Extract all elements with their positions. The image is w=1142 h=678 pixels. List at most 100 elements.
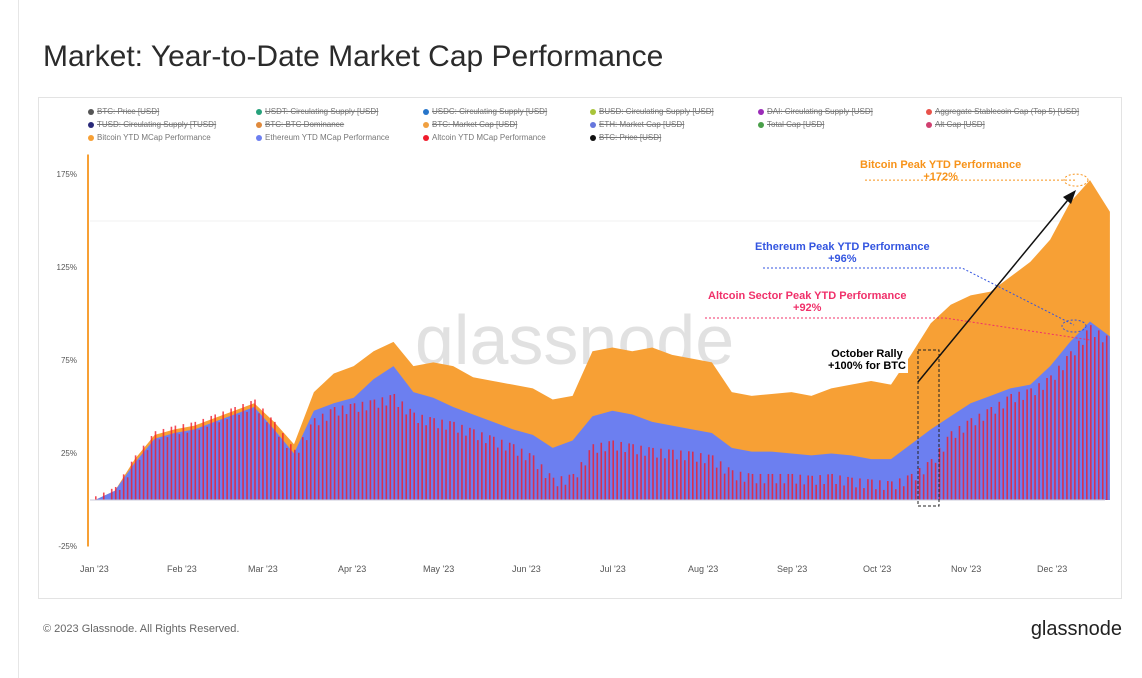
- alt-bar: [1066, 356, 1068, 500]
- legend-dot-icon: [423, 108, 429, 115]
- btc-annotation-value: +172%: [923, 171, 958, 183]
- alt-bar: [118, 489, 121, 500]
- alt-bar: [532, 455, 535, 500]
- alt-bar: [632, 444, 634, 500]
- alt-bar: [174, 425, 177, 500]
- alt-bar: [409, 408, 412, 500]
- alt-bar: [560, 476, 563, 500]
- legend-item[interactable]: TUSD: Circulating Supply [TUSD]: [88, 120, 216, 129]
- alt-bar: [759, 473, 762, 500]
- legend-item[interactable]: Total Cap [USD]: [758, 120, 824, 129]
- legend-item[interactable]: USDT: Circulating Supply [USD]: [256, 107, 378, 116]
- alt-bar: [815, 484, 817, 500]
- alt-bar: [910, 473, 913, 500]
- alt-bar: [914, 480, 917, 500]
- alt-bar: [373, 399, 376, 500]
- alt-bar: [329, 409, 332, 500]
- alt-bar: [922, 474, 925, 500]
- alt-bar: [1050, 375, 1052, 500]
- legend-item[interactable]: BTC: Price [USD]: [88, 107, 159, 116]
- legend-label: USDC: Circulating Supply [USD]: [432, 107, 548, 116]
- alt-bar: [524, 460, 527, 500]
- alt-bar: [636, 454, 638, 500]
- legend-label: Altcoin YTD MCap Performance: [432, 133, 546, 142]
- alt-bar: [465, 435, 467, 500]
- alt-bar: [966, 420, 969, 500]
- eth-peak-marker: [1061, 319, 1087, 333]
- alt-bar: [453, 421, 455, 500]
- alt-bar: [1090, 325, 1092, 500]
- alt-bar: [210, 415, 213, 500]
- alt-bar: [990, 407, 993, 500]
- alt-bar: [258, 413, 260, 500]
- alt-bar: [843, 485, 845, 500]
- alt-bar: [95, 496, 97, 500]
- alt-bar: [731, 470, 734, 500]
- alt-bar: [807, 475, 810, 500]
- legend-item[interactable]: Alt Cap [USD]: [926, 120, 985, 129]
- alt-bar: [489, 435, 491, 500]
- alt-bar: [715, 467, 718, 500]
- alt-bar: [154, 431, 157, 500]
- october-rally-box: [917, 349, 940, 507]
- alt-bar: [572, 473, 575, 500]
- alt-bar: [397, 407, 400, 500]
- alt-bar: [242, 404, 244, 500]
- alt-bar: [970, 418, 973, 500]
- alt-bar: [528, 453, 531, 500]
- eth-area: [95, 321, 1110, 500]
- chart-panel: [38, 97, 1122, 599]
- alt-bar: [767, 473, 770, 500]
- alt-bar: [114, 486, 117, 500]
- legend-item[interactable]: BUSD: Circulating Supply [USD]: [590, 107, 714, 116]
- alt-bar: [1010, 393, 1012, 500]
- legend-item[interactable]: BTC: Market Cap [USD]: [423, 120, 517, 129]
- alt-bar: [775, 483, 778, 500]
- alt-bar: [894, 489, 897, 500]
- alt-bar: [413, 412, 415, 500]
- alt-bar: [891, 481, 893, 500]
- legend-item[interactable]: BTC: BTC Dominance: [256, 120, 344, 129]
- btc-peak-annotation: Bitcoin Peak YTD Performance +172%: [860, 159, 1021, 183]
- alt-bar: [1042, 389, 1044, 500]
- alt-bar: [1105, 335, 1108, 500]
- alt-bar: [1093, 337, 1096, 500]
- alt-bar: [827, 474, 829, 500]
- alt-bar: [946, 436, 949, 500]
- oct-annotation-value: +100% for BTC: [828, 360, 906, 372]
- legend-item[interactable]: DAI: Circulating Supply [USD]: [758, 107, 873, 116]
- alt-bar: [469, 427, 471, 500]
- alt-bar: [142, 445, 145, 500]
- alt-bar: [763, 483, 766, 500]
- alt-bar: [723, 473, 726, 500]
- alt-bar: [158, 439, 161, 500]
- alt-bar: [202, 418, 205, 500]
- alt-bar: [246, 411, 248, 500]
- alt-bar: [401, 401, 404, 500]
- legend-item[interactable]: Bitcoin YTD MCap Performance: [88, 133, 211, 142]
- alt-bar: [592, 444, 595, 500]
- legend-item[interactable]: Aggregate Stablecoin Cap (Top 5) [USD]: [926, 107, 1079, 116]
- alt-bar: [238, 414, 240, 500]
- alt-bar: [831, 473, 833, 500]
- alt-peak-guide: [705, 317, 1091, 341]
- legend-label: Total Cap [USD]: [767, 120, 825, 129]
- legend-item[interactable]: ETH: Market Cap [USD]: [590, 120, 684, 129]
- alt-bar: [540, 464, 543, 500]
- legend-item[interactable]: Altcoin YTD MCap Performance: [423, 133, 546, 142]
- alt-bar: [962, 432, 965, 500]
- alt-bar: [707, 454, 710, 500]
- alt-bar: [624, 452, 626, 500]
- alt-bar: [906, 475, 909, 500]
- legend-item[interactable]: USDC: Circulating Supply [USD]: [423, 107, 547, 116]
- alt-bar: [333, 407, 336, 500]
- alt-bar: [648, 447, 650, 500]
- alt-bar: [851, 477, 853, 500]
- alt-bar: [684, 460, 686, 500]
- legend-item[interactable]: BTC: Price [USD]: [590, 133, 661, 142]
- legend-item[interactable]: Ethereum YTD MCap Performance: [256, 133, 389, 142]
- alt-bar: [433, 418, 435, 500]
- alt-bar: [377, 407, 380, 500]
- x-tick-label: Feb '23: [167, 564, 197, 574]
- alt-bar: [739, 471, 742, 500]
